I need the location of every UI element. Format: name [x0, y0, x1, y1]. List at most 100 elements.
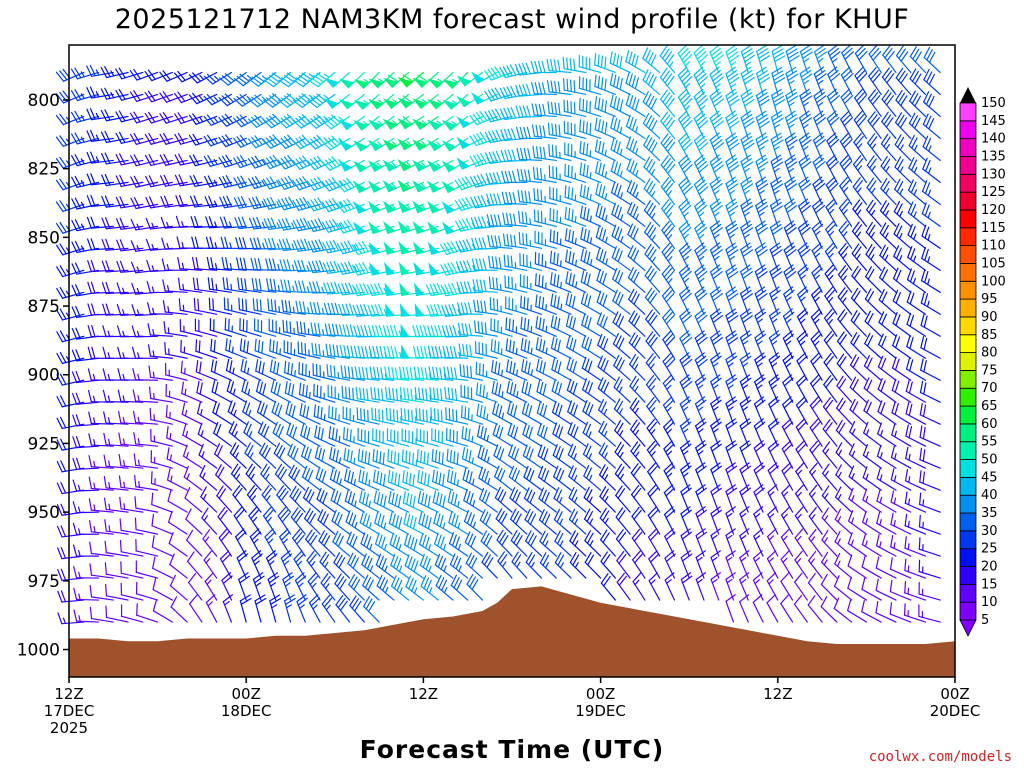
barb-flag — [276, 485, 285, 496]
barb-flag — [100, 131, 108, 143]
barb-flag — [71, 371, 78, 384]
wind-barb — [72, 479, 100, 492]
barb-half-flag — [311, 582, 317, 589]
barb-flag — [328, 116, 338, 126]
barb-flag — [105, 260, 111, 273]
barb-flag — [324, 139, 335, 149]
barb-flag — [333, 552, 341, 564]
wind-barb — [227, 400, 247, 425]
wind-barb — [553, 465, 572, 491]
wind-barb — [89, 606, 114, 623]
barb-flag — [261, 444, 269, 457]
barb-flag — [74, 67, 82, 79]
barb-flag — [610, 116, 615, 129]
barb-flag — [616, 76, 620, 89]
barb-half-flag — [261, 96, 268, 102]
barb-flag — [130, 176, 137, 188]
barb-flag — [132, 368, 137, 381]
wind-barb — [490, 317, 513, 337]
barb-flag — [258, 278, 262, 292]
barb-flag — [279, 259, 284, 272]
barb-half-flag — [291, 222, 295, 229]
wind-barb — [475, 361, 498, 381]
wind-barb — [262, 134, 292, 149]
wind-barb — [263, 217, 292, 231]
barb-flag — [402, 470, 405, 483]
barb-flag — [584, 315, 589, 328]
barb-flag — [103, 411, 107, 424]
wind-barb — [103, 497, 129, 513]
wind-barb — [218, 93, 247, 107]
barb-half-flag — [204, 536, 210, 543]
barb-half-flag — [619, 126, 623, 134]
barb-half-flag — [200, 430, 204, 437]
barb-flag — [278, 487, 287, 499]
barb-flag — [239, 114, 249, 124]
barb-flag — [476, 279, 480, 292]
barb-flag — [283, 74, 295, 83]
barb-flag — [594, 96, 598, 109]
barb-flag — [307, 532, 316, 543]
wind-barb — [293, 550, 306, 579]
barb-flag — [617, 228, 623, 241]
barb-flag — [376, 471, 380, 484]
barb-flag — [369, 366, 373, 379]
barb-flag — [424, 367, 428, 380]
barb-flag — [600, 357, 606, 370]
barb-flag — [337, 535, 344, 548]
barb-flag — [347, 366, 351, 379]
wind-barb — [549, 229, 572, 249]
barb-flag — [556, 274, 560, 288]
barb-flag — [501, 191, 506, 204]
wind-barb — [86, 129, 114, 142]
barb-flag — [303, 508, 311, 520]
barb-half-flag — [80, 223, 85, 230]
barb-flag — [279, 469, 287, 480]
barb-flag — [512, 319, 515, 333]
barb-flag — [174, 113, 182, 125]
wind-barb — [520, 316, 543, 337]
barb-flag — [333, 260, 340, 273]
barb-flag — [225, 175, 233, 187]
barb-half-flag — [574, 216, 577, 224]
barb-flag — [320, 511, 327, 523]
barb-half-flag — [324, 583, 330, 590]
wind-barb — [73, 587, 100, 601]
barb-flag — [261, 485, 270, 496]
barb-half-flag — [80, 201, 85, 209]
wind-barb — [534, 251, 557, 271]
barb-half-flag — [77, 484, 81, 492]
barb-half-flag — [123, 503, 126, 510]
barb-flag — [557, 59, 561, 73]
barb-flag — [74, 175, 82, 188]
barb-pennant — [441, 140, 457, 152]
barb-flag — [60, 438, 67, 451]
wind-barb — [357, 448, 380, 469]
barb-half-flag — [80, 114, 85, 121]
wind-barb — [599, 486, 616, 513]
barb-flag — [313, 157, 322, 168]
wind-barb — [285, 401, 306, 425]
barb-half-flag — [107, 330, 111, 338]
barb-flag — [339, 180, 349, 191]
wind-barb — [581, 378, 602, 403]
barb-flag — [228, 421, 235, 433]
barb-staff — [151, 546, 173, 557]
barb-flag — [148, 196, 155, 208]
barb-flag — [292, 199, 300, 211]
barb-flag — [393, 324, 399, 338]
barb-flag — [382, 473, 386, 487]
wind-barb — [313, 383, 336, 403]
barb-half-flag — [78, 593, 81, 601]
barb-half-flag — [321, 286, 325, 294]
barb-flag — [222, 594, 234, 603]
barb-half-flag — [573, 496, 578, 504]
barb-flag — [597, 75, 601, 89]
barb-flag — [205, 216, 211, 229]
wind-barb — [520, 337, 543, 359]
barb-flag — [311, 342, 314, 356]
barb-flag — [331, 427, 335, 440]
barb-flag — [71, 284, 78, 297]
wind-barb — [148, 365, 173, 381]
barb-half-flag — [248, 409, 252, 417]
